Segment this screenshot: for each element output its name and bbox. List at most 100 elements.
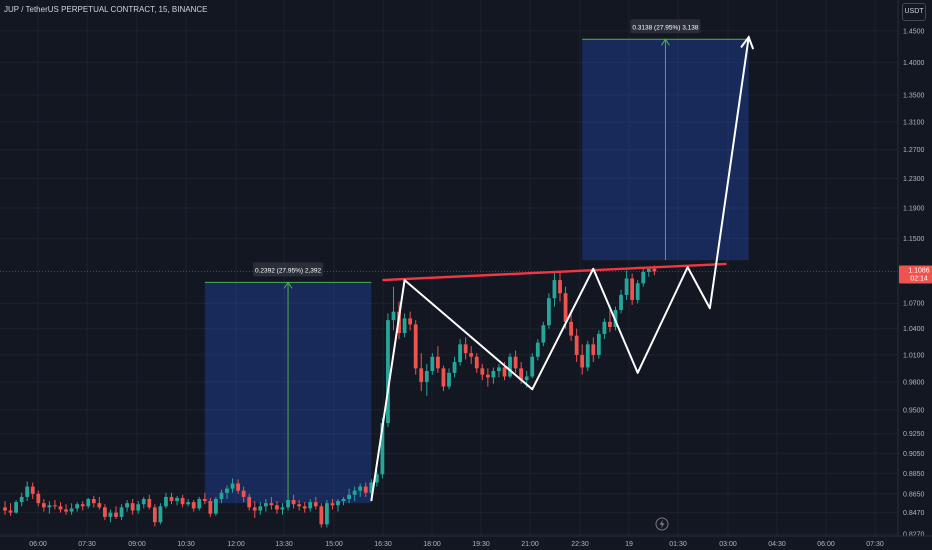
y-tick-label: 1.4000: [903, 60, 925, 67]
y-tick-label: 0.8650: [903, 491, 925, 498]
candle-body: [280, 507, 285, 510]
candle-body: [241, 490, 246, 497]
candle-body: [358, 486, 363, 491]
y-tick-label: 1.2300: [903, 176, 925, 183]
current-price-label: 1.1086 02:14: [899, 265, 932, 284]
candle-body: [308, 502, 313, 509]
candle-body: [119, 507, 124, 517]
candle-body: [619, 294, 623, 310]
y-tick-label: 1.3500: [903, 92, 925, 99]
price-scale: 1.4500 1.4000 1.3500 1.3100 1.2700 1.2300 1.19…: [903, 28, 925, 538]
y-tick-label: 1.1500: [903, 236, 925, 243]
time-scale: 06:00 07:30 09:00 10:30 12:00 13:30 15:00 16:30…: [29, 541, 884, 548]
candle-body: [630, 278, 635, 300]
candle-body: [108, 512, 113, 517]
pattern-arrow-head: [740, 35, 754, 50]
measurement-labels: 0.2392 (27.95%) 2,392 0.3138 (27.95%) 3,1…: [253, 19, 701, 277]
candle-body: [441, 368, 446, 387]
current-price-value: 1.1086: [908, 267, 930, 274]
candle-body: [175, 497, 179, 502]
candle-body: [596, 333, 601, 355]
candle-body: [97, 503, 102, 508]
x-tick-label: 21:00: [521, 541, 539, 548]
candle-body: [180, 497, 185, 505]
candle-body: [580, 354, 585, 368]
grid: [0, 0, 898, 536]
candle-body: [152, 507, 157, 523]
candle-body: [363, 486, 368, 493]
candle-body: [86, 498, 91, 507]
candle-body: [147, 498, 152, 508]
candle-body: [530, 356, 535, 377]
candle-body: [458, 344, 462, 363]
candle-body: [14, 502, 18, 513]
x-tick-label: 19:30: [472, 541, 490, 548]
candle-body: [552, 280, 557, 299]
candle-body: [158, 506, 163, 523]
currency-button[interactable]: USDT: [902, 3, 926, 21]
measure-arrow-head: [283, 281, 293, 289]
candle-body: [8, 510, 13, 513]
candle-body: [141, 498, 146, 505]
candle-body: [114, 512, 118, 517]
time-scale-bg[interactable]: [0, 536, 932, 550]
candle-body: [236, 483, 240, 491]
candle-body: [558, 280, 562, 294]
candles: [3, 265, 657, 528]
candle-body: [480, 368, 485, 375]
y-tick-label: 0.9250: [903, 431, 925, 438]
candle-body: [336, 501, 340, 506]
measure-label: 0.2392 (27.95%) 2,392: [255, 267, 322, 274]
y-tick-label: 1.3100: [903, 119, 925, 126]
candle-body: [258, 506, 263, 511]
candle-body: [524, 376, 529, 381]
x-tick-label: 16:30: [374, 541, 392, 548]
x-tick-label: 13:30: [275, 541, 293, 548]
y-tick-label: 0.9050: [903, 451, 925, 458]
candle-body: [325, 503, 329, 525]
candle-body: [36, 493, 41, 504]
x-tick-label: 18:00: [423, 541, 441, 548]
candle-body: [369, 482, 374, 493]
candle-body: [247, 496, 252, 508]
candle-body: [230, 483, 235, 489]
candle-body: [341, 498, 346, 502]
x-tick-label: 22:30: [571, 541, 589, 548]
candle-body: [58, 506, 63, 510]
candle-body: [624, 278, 629, 295]
candle-body: [602, 321, 607, 334]
candle-body: [413, 324, 418, 369]
x-tick-label: 03:00: [719, 541, 737, 548]
measurement-zones: [0, 38, 898, 504]
candle-body: [347, 494, 351, 499]
y-tick-label: 1.0400: [903, 326, 925, 333]
candle-body: [130, 503, 135, 511]
candle-body: [569, 321, 573, 336]
candle-body: [513, 356, 518, 369]
candle-body: [275, 505, 279, 510]
y-tick-label: 1.1900: [903, 205, 925, 212]
candle-body: [608, 321, 612, 327]
candle-body: [297, 504, 302, 507]
countdown-value: 02:14: [910, 275, 928, 282]
candle-body: [585, 344, 590, 368]
candle-body: [302, 506, 307, 509]
candle-body: [646, 268, 651, 272]
measure-label: 0.3138 (27.95%) 3,138: [632, 24, 699, 31]
candle-body: [125, 503, 129, 508]
candle-body: [186, 502, 191, 505]
candle-body: [202, 498, 207, 502]
candle-body: [286, 500, 290, 508]
symbol-title[interactable]: JUP / TetherUS PERPETUAL CONTRACT, 15, B…: [4, 5, 208, 14]
candle-body: [430, 356, 435, 372]
candle-body: [652, 268, 657, 272]
candle-body: [519, 368, 524, 381]
lightning-icon[interactable]: [655, 517, 669, 531]
candle-body: [491, 371, 496, 378]
candle-body: [469, 353, 474, 357]
y-tick-label: 1.0100: [903, 352, 925, 359]
candle-body: [419, 368, 424, 382]
candle-body: [641, 271, 646, 284]
candle-body: [535, 342, 540, 357]
